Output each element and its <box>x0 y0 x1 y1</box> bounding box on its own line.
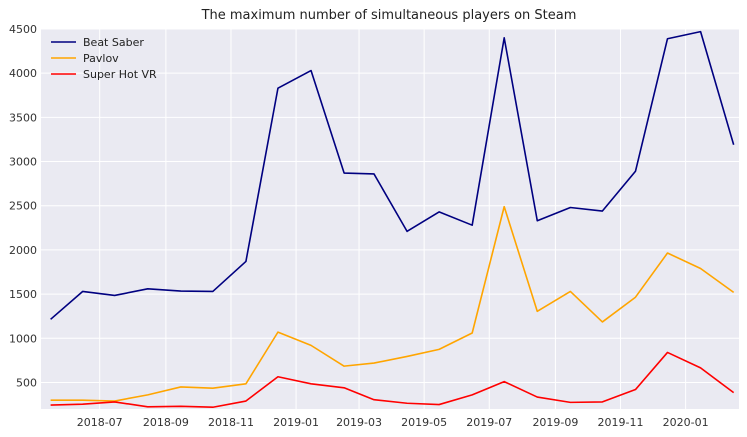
x-tick-label: 2019-01 <box>273 416 319 429</box>
x-tick-label: 2019-09 <box>532 416 578 429</box>
y-tick-label: 3000 <box>9 156 37 169</box>
y-tick-label: 4500 <box>9 23 37 36</box>
x-tick-label: 2018-11 <box>208 416 254 429</box>
y-tick-label: 500 <box>16 376 37 389</box>
series-line-2 <box>50 351 735 409</box>
series-line-0 <box>50 30 735 320</box>
y-axis-ticks: 500 1000 1500 2000 2500 3000 3500 4000 4500 <box>9 23 37 389</box>
legend-label-0: Beat Saber <box>83 36 144 49</box>
x-tick-label: 2018-09 <box>143 416 189 429</box>
chart-title: The maximum number of simultaneous playe… <box>201 8 577 23</box>
x-tick-label: 2019-03 <box>336 416 382 429</box>
y-tick-label: 2500 <box>9 200 37 213</box>
x-tick-label: 2020-01 <box>663 416 709 429</box>
legend-label-1: Pavlov <box>83 52 119 65</box>
x-tick-label: 2019-05 <box>401 416 447 429</box>
x-tick-label: 2019-11 <box>598 416 644 429</box>
y-tick-label: 1500 <box>9 288 37 301</box>
gridlines <box>41 28 739 409</box>
x-axis-ticks: 2018-07 2018-09 2018-11 2019-01 2019-03 2019-… <box>77 416 709 429</box>
legend: Beat Saber Pavlov Super Hot VR <box>51 36 157 81</box>
series-line-1 <box>50 205 735 402</box>
y-tick-label: 1000 <box>9 332 37 345</box>
series-lines <box>50 30 735 409</box>
legend-label-2: Super Hot VR <box>83 68 157 81</box>
x-tick-label: 2018-07 <box>77 416 123 429</box>
plot-area <box>41 29 739 409</box>
y-tick-label: 4000 <box>9 67 37 80</box>
y-tick-label: 2000 <box>9 244 37 257</box>
y-tick-label: 3500 <box>9 111 37 124</box>
x-tick-label: 2019-07 <box>466 416 512 429</box>
